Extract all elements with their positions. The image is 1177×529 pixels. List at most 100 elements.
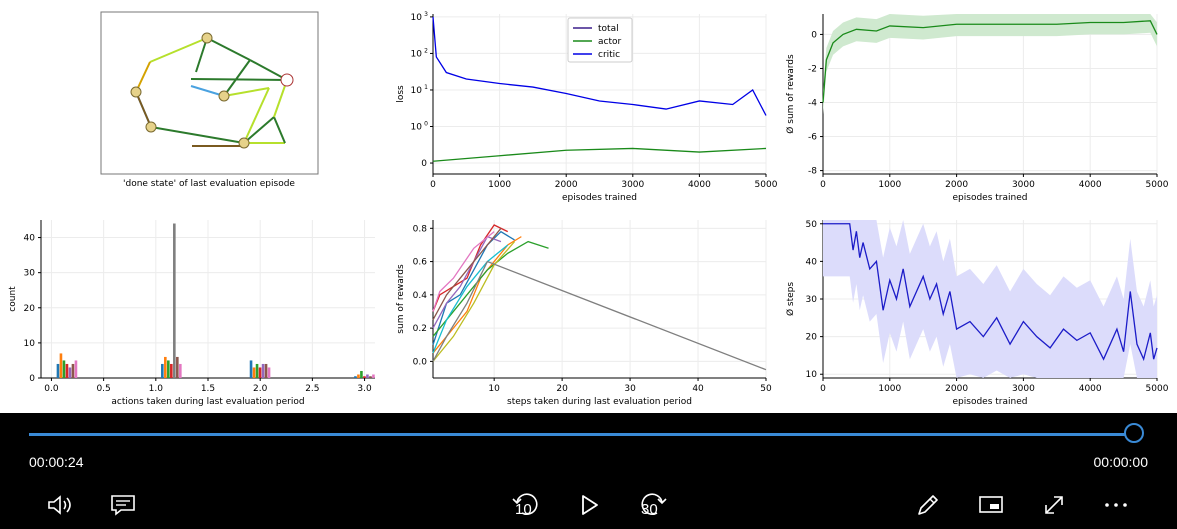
y-tick-label: 0.4 (413, 291, 428, 301)
seek-thumb[interactable] (1124, 423, 1144, 443)
x-tick-label: 2000 (555, 180, 578, 190)
graph-nodes (130, 32, 294, 149)
y-tick-label: 50 (806, 220, 818, 230)
chart-rewards: 0 1000 2000 3000 4000 5000 -8 -6 -4 -2 0 episodes t… (785, 14, 1169, 203)
miniplayer-button[interactable] (975, 489, 1007, 521)
x-tick-label: 2.0 (253, 384, 268, 394)
x-tick-label: 5000 (1146, 180, 1169, 190)
confidence-band (823, 14, 1157, 115)
y-tick-label: 0 (29, 374, 35, 384)
x-tick-label: 1000 (878, 180, 901, 190)
series-line (432, 241, 516, 362)
y-tick-label: -6 (808, 133, 817, 143)
fullscreen-icon (1045, 496, 1063, 514)
bar (65, 363, 69, 378)
y-tick-label: 40 (806, 257, 818, 267)
x-tick-label: 1000 (488, 180, 511, 190)
skip-forward-30-icon (641, 493, 667, 515)
bar (164, 356, 167, 378)
legend-entry: critic (598, 50, 620, 60)
y-axis-label: sum of rewards (396, 264, 406, 334)
skip-back-button[interactable] (508, 489, 544, 521)
captions-icon (111, 495, 135, 516)
y-tick-label: 0.0 (413, 357, 428, 367)
series-line (432, 244, 509, 354)
series-line (432, 147, 767, 162)
bar (255, 363, 259, 378)
bar (372, 374, 375, 378)
bar (74, 360, 78, 378)
x-tick-label: 5000 (1146, 384, 1169, 394)
y-tick-label: 10 (411, 86, 423, 96)
y-tick-label: 0 (421, 159, 427, 169)
skip-forward-label: 30 (641, 501, 658, 518)
bar (261, 363, 265, 378)
x-tick-label: 0.5 (96, 384, 110, 394)
more-button[interactable] (1100, 489, 1132, 521)
bar (173, 223, 176, 378)
y-tick-label: 10 (806, 370, 818, 380)
bar (167, 360, 170, 378)
y-axis-label: loss (396, 85, 406, 103)
legend: total actor critic (567, 17, 633, 63)
y-tick-exponent: 3 (424, 11, 428, 18)
y-tick-label: 0.6 (413, 258, 428, 268)
x-tick-label: 1.5 (201, 384, 215, 394)
y-tick-label: 30 (806, 295, 818, 305)
y-tick-label: 10 (411, 49, 423, 59)
legend-box (567, 17, 633, 63)
series-line (432, 16, 767, 116)
seek-bar[interactable] (29, 433, 1136, 436)
bar (363, 376, 366, 378)
y-axis-label: Ø steps (785, 282, 796, 316)
legend-entry: actor (598, 37, 621, 47)
bar (176, 356, 179, 378)
bar (252, 367, 256, 378)
y-tick-label: 20 (24, 304, 36, 314)
graph-panel: 'done state' of last evaluation episode (100, 11, 319, 189)
y-tick-label: 30 (24, 269, 36, 279)
y-axis-label: Ø sum of rewards (785, 54, 796, 134)
x-axis-label: episodes trained (562, 193, 637, 203)
bar (59, 353, 63, 378)
x-tick-label: 4000 (1079, 180, 1102, 190)
x-axis-label: actions taken during last evaluation per… (111, 397, 304, 407)
video-frame[interactable]: 'done state' of last evaluation episode … (0, 0, 1177, 413)
series-line (432, 224, 509, 312)
bar (68, 367, 72, 378)
y-axis-label: count (8, 286, 18, 312)
bar (258, 367, 262, 378)
miniplayer-icon (979, 496, 1003, 513)
series-line (432, 231, 495, 312)
x-tick-label: 2000 (945, 180, 968, 190)
x-tick-label: 4000 (1079, 384, 1102, 394)
skip-back-10-icon (512, 493, 538, 515)
x-tick-label: 2000 (945, 384, 968, 394)
more-icon (1105, 503, 1127, 507)
bar (179, 363, 182, 378)
x-tick-label: 3000 (1012, 384, 1035, 394)
x-tick-label: 50 (760, 384, 772, 394)
y-tick-label: -4 (808, 99, 817, 109)
x-tick-label: 0.0 (44, 384, 59, 394)
chart-steps: 0 1000 2000 3000 4000 5000 10 20 30 40 50 episodes … (785, 220, 1169, 407)
series-line (432, 260, 767, 371)
x-tick-label: 0 (430, 180, 436, 190)
player-controls: 00:00:24 00:00:00 10 30 (0, 413, 1177, 529)
skip-forward-button[interactable] (635, 489, 671, 521)
bar (354, 376, 357, 378)
bar (249, 360, 253, 378)
fullscreen-button[interactable] (1038, 489, 1070, 521)
legend-entry: total (598, 24, 619, 34)
pen-button[interactable] (912, 489, 944, 521)
y-tick-exponent: 0 (424, 121, 428, 128)
captions-button[interactable] (107, 489, 139, 521)
skip-back-label: 10 (515, 501, 532, 518)
play-icon (582, 495, 598, 515)
volume-button[interactable] (44, 489, 76, 521)
x-tick-label: 4000 (688, 180, 711, 190)
bar (357, 374, 360, 378)
x-tick-label: 1.0 (149, 384, 164, 394)
x-tick-label: 3.0 (357, 384, 372, 394)
play-button[interactable] (573, 489, 605, 521)
